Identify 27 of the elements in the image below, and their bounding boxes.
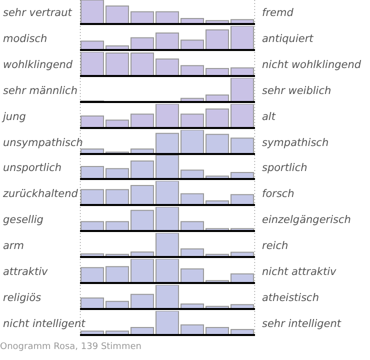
y-axis-title: nicht intelligent — [2, 318, 86, 330]
y2-axis-title: antiquiert — [262, 32, 314, 45]
y-axis-title: arm — [2, 240, 24, 252]
y-axis-title: gesellig — [2, 214, 44, 226]
y-axis-title: zurückhaltend — [2, 188, 78, 200]
y2-axis-title: fremd — [262, 7, 294, 19]
y2-axis-title: alt — [262, 110, 276, 123]
y-axis-title: attraktiv — [2, 266, 48, 278]
y-axis-title: sehr vertraut — [2, 7, 72, 19]
y2-axis-title: atheistisch — [262, 292, 319, 304]
y2-axis-title: sehr weiblich — [262, 84, 332, 97]
y-axis-title: unsportlich — [2, 162, 62, 174]
y2-axis-title: sympathisch — [262, 136, 329, 148]
y-axis-title: unsympathisch — [2, 136, 83, 148]
text: Onogramm Rosa, 139 Stimmen — [0, 340, 142, 353]
y2-axis-title: forsch — [262, 188, 294, 200]
y2-axis-title: einzelgängerisch — [262, 214, 351, 226]
y-axis-title: religiös — [2, 292, 42, 304]
y-axis-title: jung — [1, 110, 26, 123]
y2-axis-title: reich — [262, 240, 288, 252]
y-axis-title: modisch — [2, 32, 48, 45]
y2-axis-title: nicht attraktiv — [262, 266, 336, 278]
y2-axis-title: sehr intelligent — [262, 318, 342, 330]
y2-axis-title: sportlich — [262, 162, 308, 174]
y2-axis-title: nicht wohlklingend — [262, 58, 362, 71]
y-axis-title: wohlklingend — [2, 58, 73, 71]
y-axis-title: sehr männlich — [2, 84, 78, 97]
